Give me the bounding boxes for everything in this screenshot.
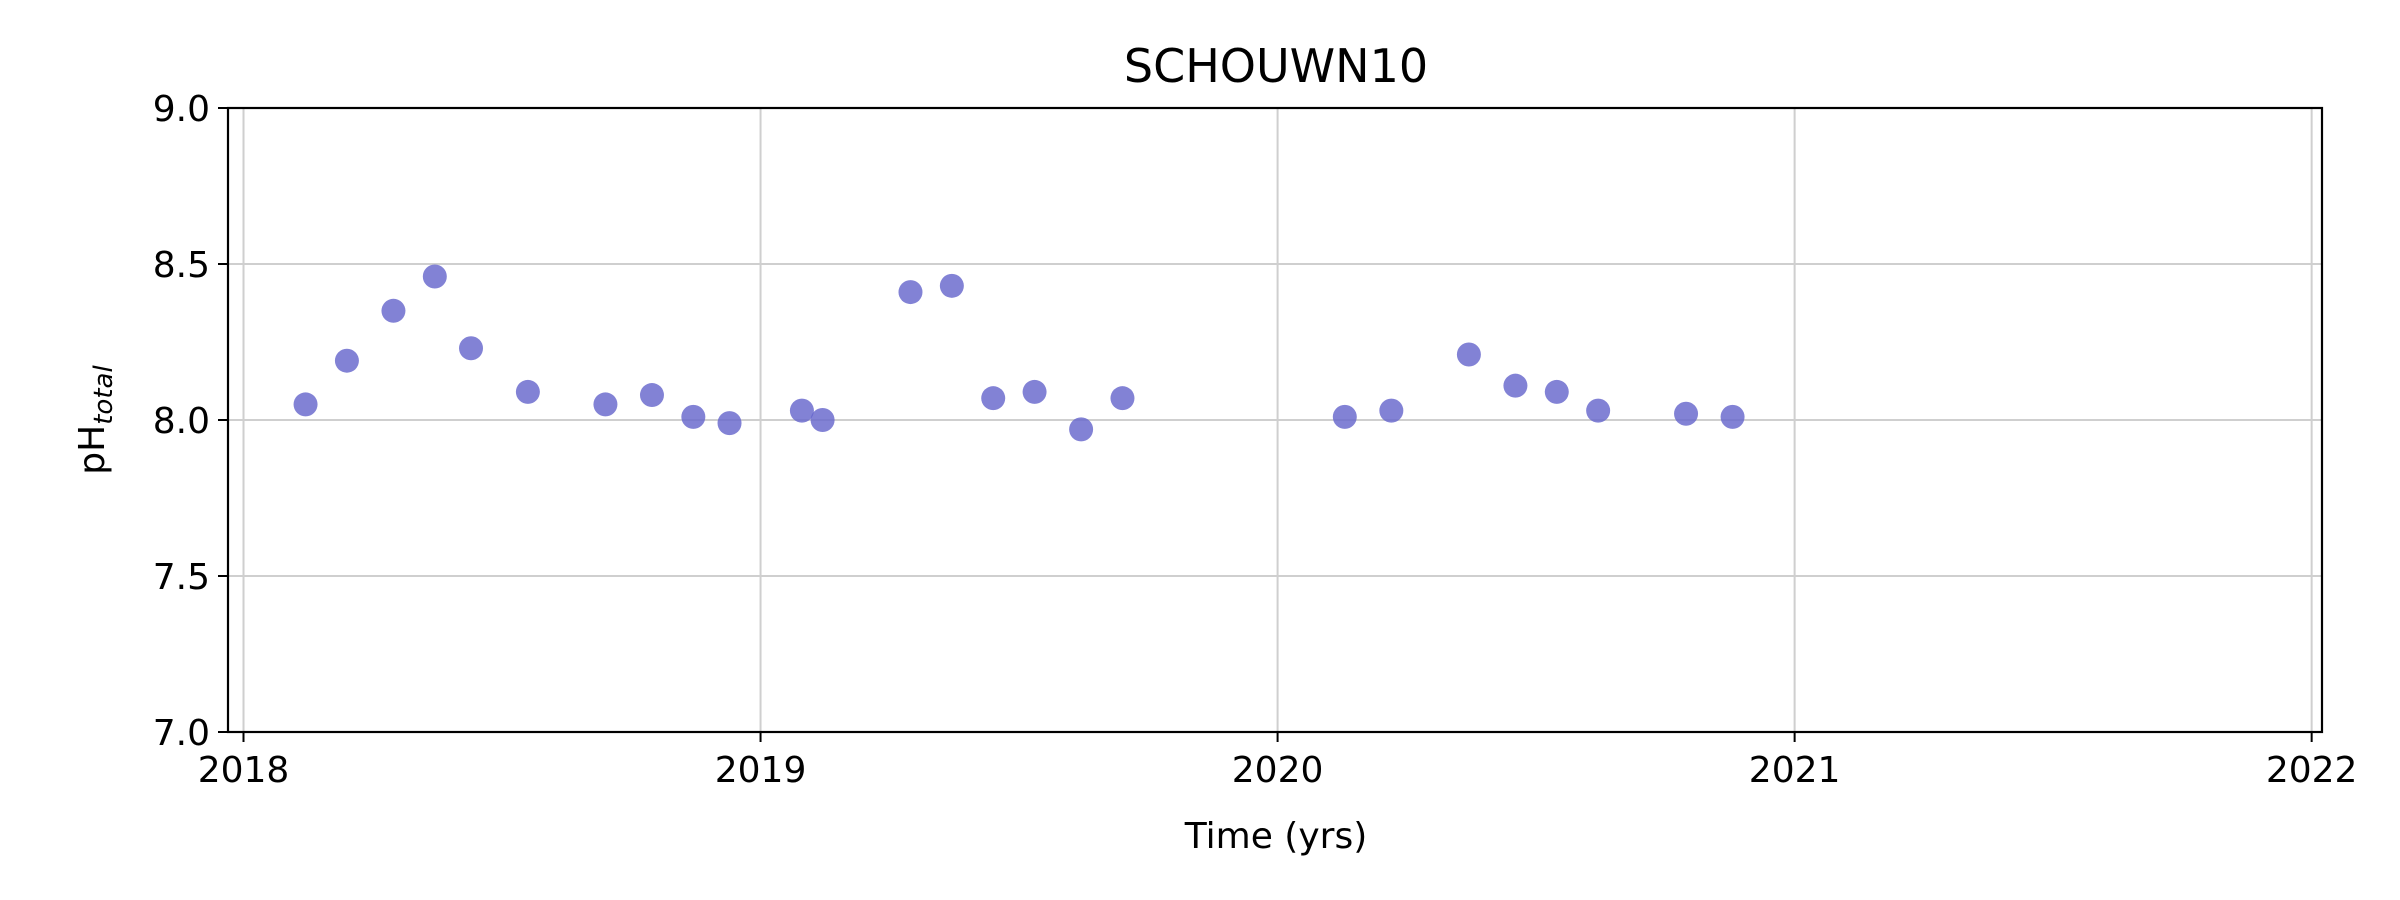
data-point — [459, 336, 484, 361]
data-point — [1022, 379, 1047, 404]
y-axis-label-main: pH — [72, 425, 113, 475]
data-point — [1379, 398, 1404, 423]
data-point — [681, 404, 706, 429]
data-point — [381, 298, 406, 323]
data-point — [515, 379, 540, 404]
data-point — [1332, 404, 1357, 429]
data-point — [810, 408, 835, 432]
y-axis-label: pHtotal — [72, 365, 119, 475]
data-point — [334, 348, 359, 373]
data-point — [1674, 401, 1699, 426]
data-point — [1586, 398, 1611, 423]
data-point — [422, 264, 447, 289]
data-point — [717, 411, 742, 436]
data-point — [1503, 373, 1528, 398]
chart-title: SCHOUWN10 — [1124, 39, 1428, 93]
y-axis-ticks: 7.0 7.5 8.0 8.5 9.0 — [153, 89, 228, 754]
data-point — [939, 273, 964, 298]
y-tick-label: 9.0 — [153, 89, 210, 130]
data-point — [1456, 342, 1481, 367]
data-point — [593, 392, 618, 417]
data-point — [898, 280, 923, 305]
data-point — [1720, 404, 1745, 429]
data-point — [1110, 386, 1135, 411]
y-axis-label-subscript: total — [89, 365, 119, 425]
x-axis-label: Time (yrs) — [1184, 816, 1368, 857]
data-point — [789, 398, 814, 423]
data-point — [1069, 417, 1094, 442]
y-tick-label: 8.0 — [153, 401, 210, 442]
x-tick-label: 2020 — [1232, 750, 1324, 791]
x-axis-ticks: 2018 2019 2020 2021 2022 — [198, 732, 2358, 791]
data-point — [981, 386, 1006, 411]
data-points — [293, 264, 1745, 442]
grid-lines — [228, 107, 2322, 733]
x-tick-label: 2022 — [2266, 750, 2358, 791]
x-tick-label: 2018 — [198, 750, 290, 791]
data-point — [639, 383, 664, 408]
y-tick-label: 8.5 — [153, 245, 210, 286]
x-tick-label: 2021 — [1749, 750, 1841, 791]
x-tick-label: 2019 — [715, 750, 807, 791]
y-tick-label: 7.5 — [153, 557, 210, 598]
data-point — [1544, 379, 1569, 404]
data-point — [293, 392, 318, 417]
y-tick-label: 7.0 — [153, 713, 210, 754]
